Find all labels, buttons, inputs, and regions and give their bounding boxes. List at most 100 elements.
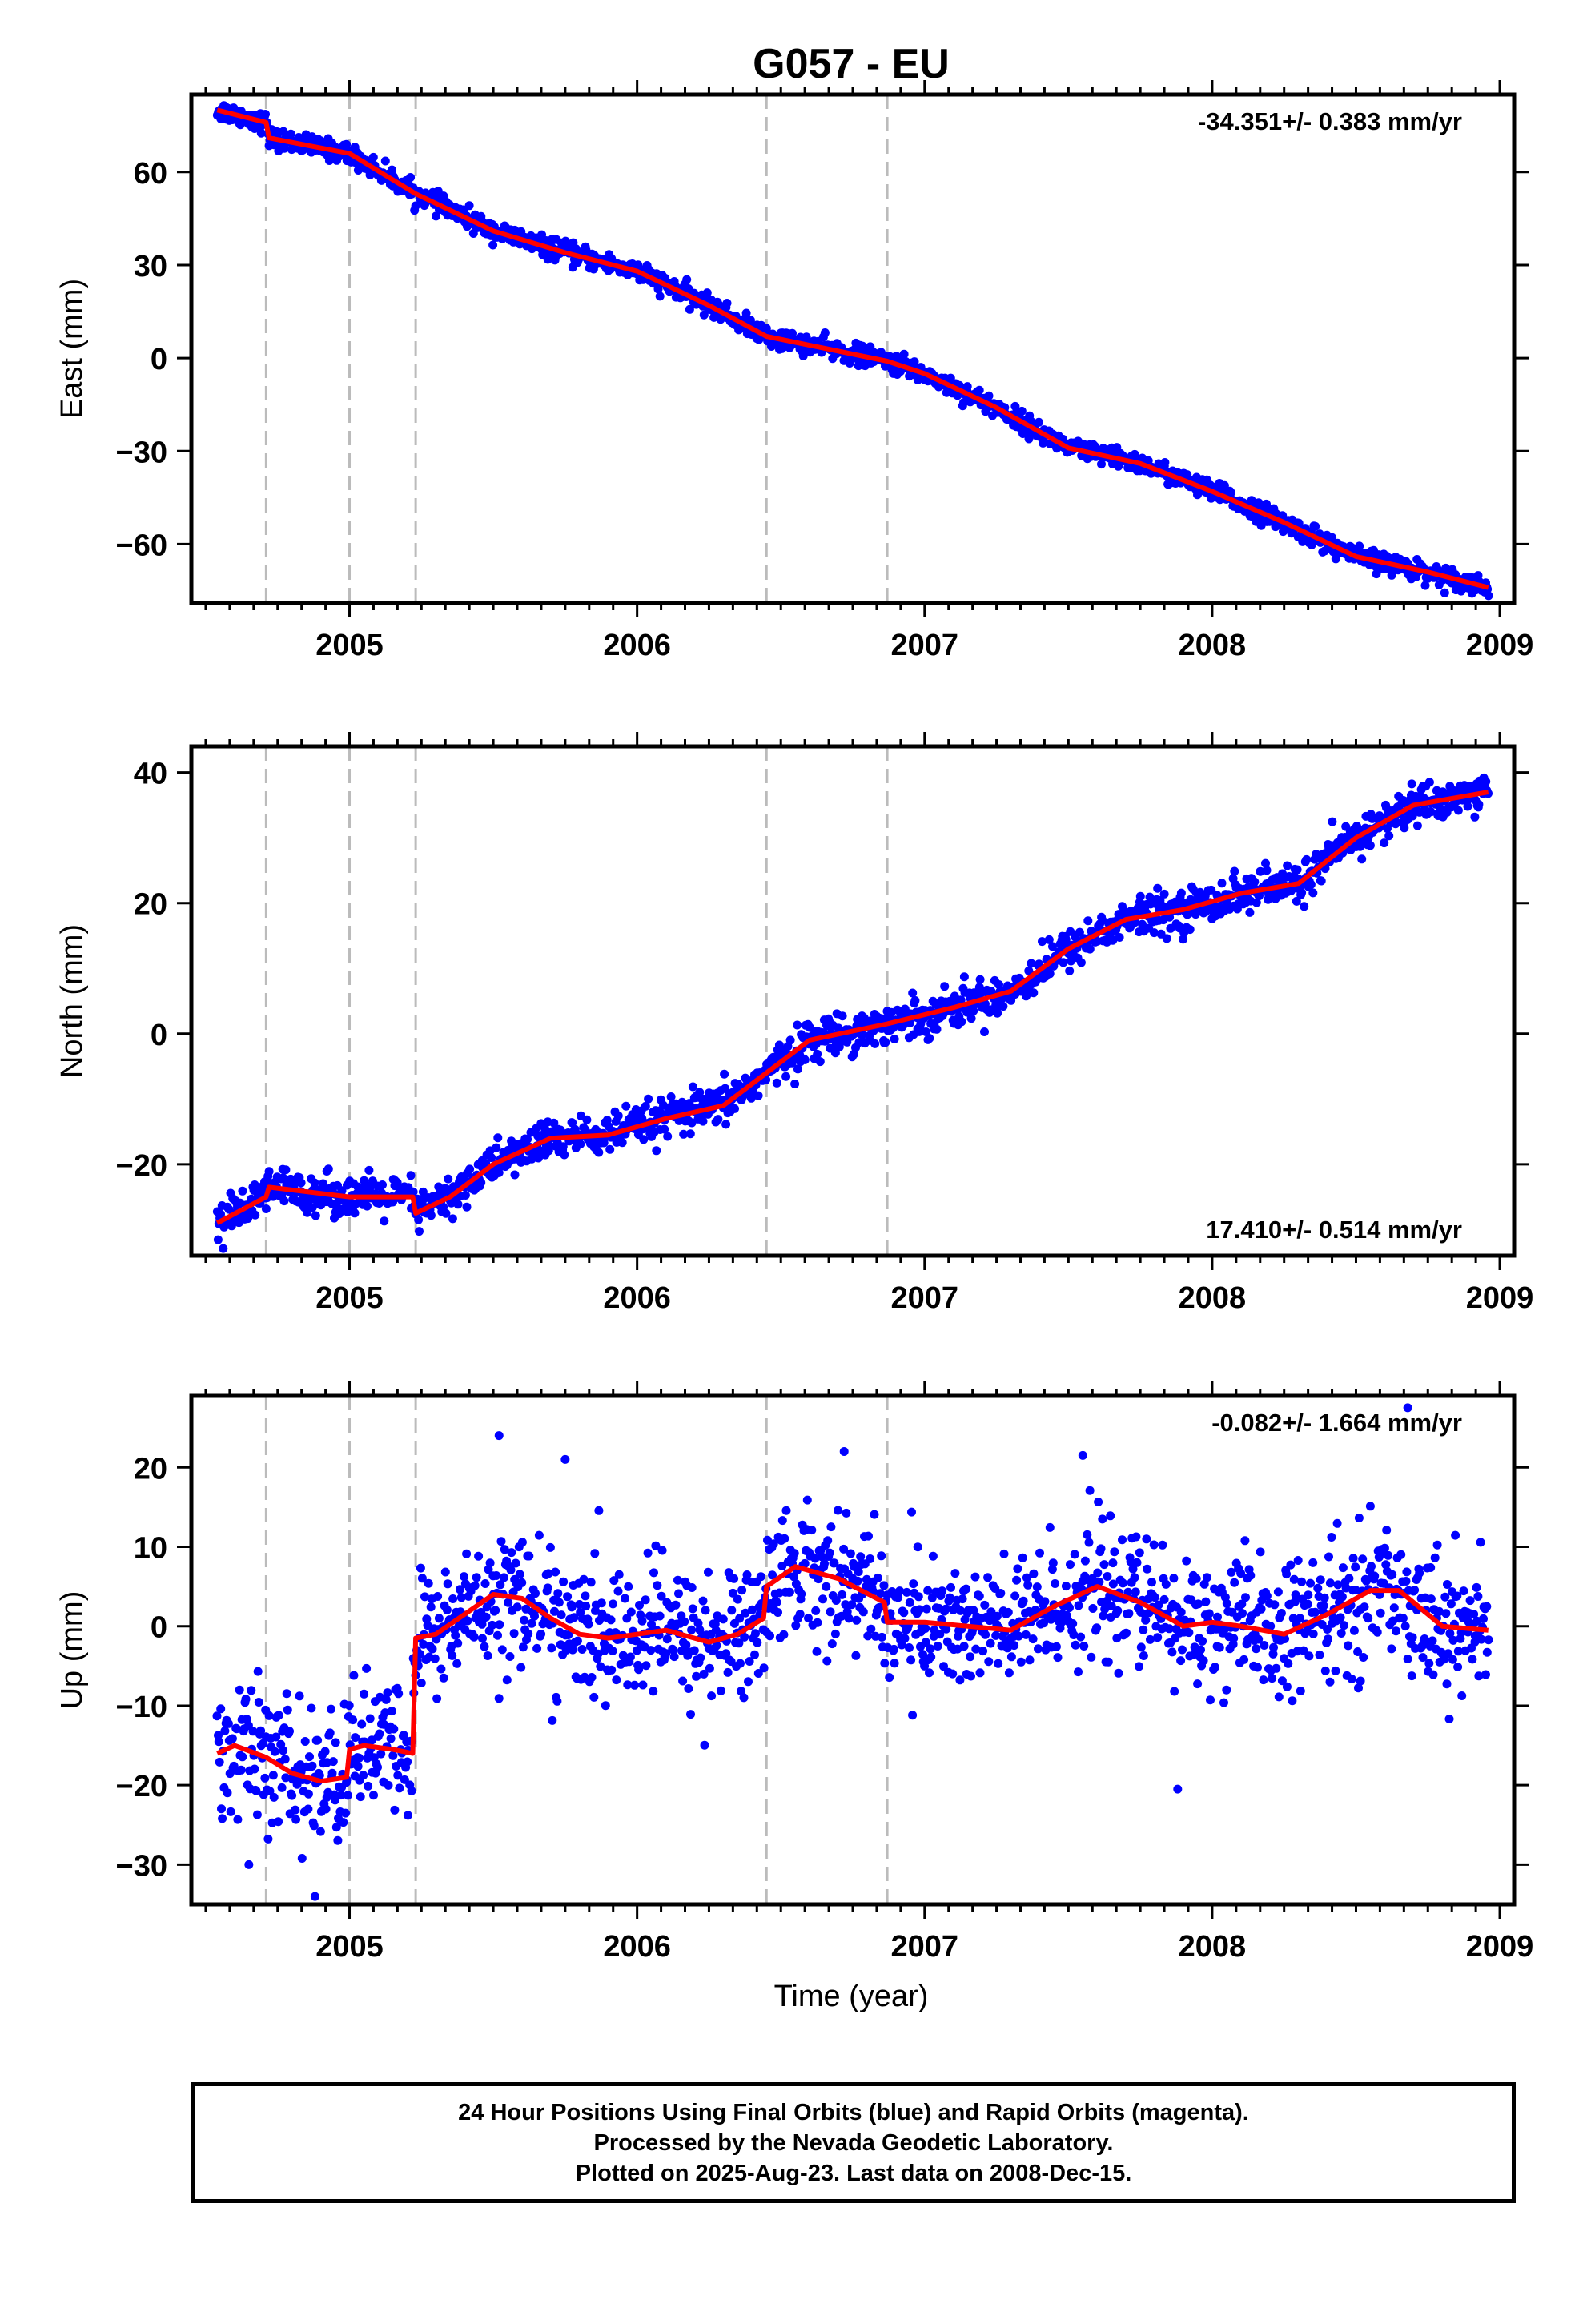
up-data-point	[1018, 1596, 1028, 1606]
north-data-point	[1463, 802, 1472, 811]
up-data-point	[1092, 1623, 1102, 1633]
up-data-point	[822, 1582, 831, 1591]
east-data-point	[1440, 588, 1449, 597]
up-data-point	[625, 1652, 635, 1662]
up-data-point	[687, 1625, 697, 1634]
north-data-point	[540, 1124, 549, 1133]
up-data-point	[914, 1605, 924, 1614]
up-data-point	[839, 1544, 849, 1554]
up-data-point	[241, 1695, 251, 1704]
north-data-point	[1252, 898, 1261, 907]
up-data-point	[1045, 1522, 1055, 1532]
up-data-point	[826, 1607, 835, 1617]
north-data-point	[793, 1020, 802, 1030]
north-data-point	[380, 1216, 389, 1226]
up-data-point	[395, 1783, 404, 1793]
north-data-point	[1207, 885, 1216, 895]
north-data-point	[1283, 861, 1292, 870]
north-data-point	[730, 1104, 739, 1113]
up-data-point	[1424, 1659, 1434, 1668]
up-data-point	[1339, 1621, 1348, 1630]
up-data-point	[253, 1667, 263, 1676]
up-data-point	[214, 1737, 223, 1747]
up-data-point	[430, 1654, 440, 1663]
up-data-point	[1426, 1563, 1436, 1572]
north-data-point	[364, 1165, 374, 1175]
north-data-point	[838, 1011, 847, 1021]
up-data-point	[1154, 1600, 1163, 1610]
up-data-point	[623, 1680, 633, 1690]
up-data-point	[802, 1495, 812, 1505]
up-data-point	[511, 1558, 520, 1568]
up-data-point	[232, 1724, 241, 1734]
north-data-point	[310, 1178, 319, 1188]
east-data-point	[702, 288, 712, 298]
up-data-point	[488, 1620, 497, 1630]
up-data-point	[1262, 1591, 1272, 1601]
up-data-point	[1273, 1587, 1283, 1597]
up-data-point	[1445, 1629, 1455, 1638]
up-data-point	[1112, 1634, 1122, 1643]
up-data-point	[728, 1588, 737, 1598]
up-data-point	[1103, 1572, 1112, 1581]
up-data-point	[283, 1705, 292, 1715]
up-data-point	[606, 1615, 616, 1625]
up-data-point	[1401, 1577, 1411, 1586]
up-data-point	[1241, 1593, 1250, 1602]
up-data-point	[1270, 1600, 1280, 1610]
up-data-point	[596, 1662, 605, 1671]
north-data-point	[1045, 969, 1055, 979]
north-data-point	[1145, 892, 1155, 902]
east-data-point	[633, 260, 643, 270]
up-data-point	[263, 1834, 273, 1844]
up-data-point	[698, 1596, 708, 1606]
north-data-point	[238, 1186, 247, 1196]
up-data-point	[830, 1558, 839, 1568]
east-data-point	[368, 152, 378, 162]
up-data-point	[822, 1656, 832, 1666]
up-data-point	[560, 1454, 570, 1464]
up-data-point	[1266, 1622, 1276, 1631]
up-data-point	[1303, 1599, 1312, 1609]
up-data-point	[1392, 1626, 1400, 1636]
up-data-point	[907, 1507, 916, 1517]
up-data-point	[751, 1629, 760, 1638]
up-data-point	[440, 1567, 450, 1577]
up-data-point	[1178, 1645, 1187, 1655]
up-data-point	[601, 1701, 610, 1711]
up-x-tick-label: 2007	[891, 1930, 959, 1964]
up-data-point	[1139, 1651, 1148, 1660]
up-data-point	[212, 1711, 222, 1721]
up-data-point	[1118, 1535, 1127, 1545]
up-data-point	[520, 1615, 529, 1625]
up-data-point	[339, 1818, 348, 1827]
east-data-point	[655, 292, 665, 301]
east-y-tick-label: −30	[116, 436, 167, 469]
north-data-point	[549, 1118, 559, 1128]
up-data-point	[1448, 1655, 1457, 1664]
up-data-point	[1198, 1636, 1207, 1646]
north-data-point	[1357, 854, 1367, 864]
up-data-point	[894, 1593, 903, 1602]
east-y-tick-label: 30	[134, 250, 167, 283]
up-data-point	[327, 1768, 337, 1778]
north-data-point	[510, 1170, 520, 1180]
north-data-point	[1159, 889, 1169, 899]
up-data-point	[1380, 1543, 1389, 1553]
up-data-point	[1347, 1675, 1356, 1683]
east-data-point	[1160, 458, 1170, 467]
up-data-point	[692, 1671, 701, 1681]
up-data-point	[847, 1600, 857, 1610]
up-data-point	[1468, 1655, 1477, 1664]
up-data-point	[1010, 1591, 1020, 1601]
north-data-point	[281, 1165, 291, 1175]
up-data-point	[1396, 1550, 1406, 1559]
up-data-point	[1240, 1536, 1250, 1546]
up-data-point	[1048, 1558, 1058, 1568]
up-data-point	[291, 1805, 300, 1815]
up-data-point	[1456, 1628, 1466, 1638]
up-data-point	[1239, 1655, 1249, 1664]
up-data-point	[756, 1572, 765, 1582]
east-data-point	[1355, 541, 1364, 551]
up-data-point	[1372, 1627, 1382, 1637]
